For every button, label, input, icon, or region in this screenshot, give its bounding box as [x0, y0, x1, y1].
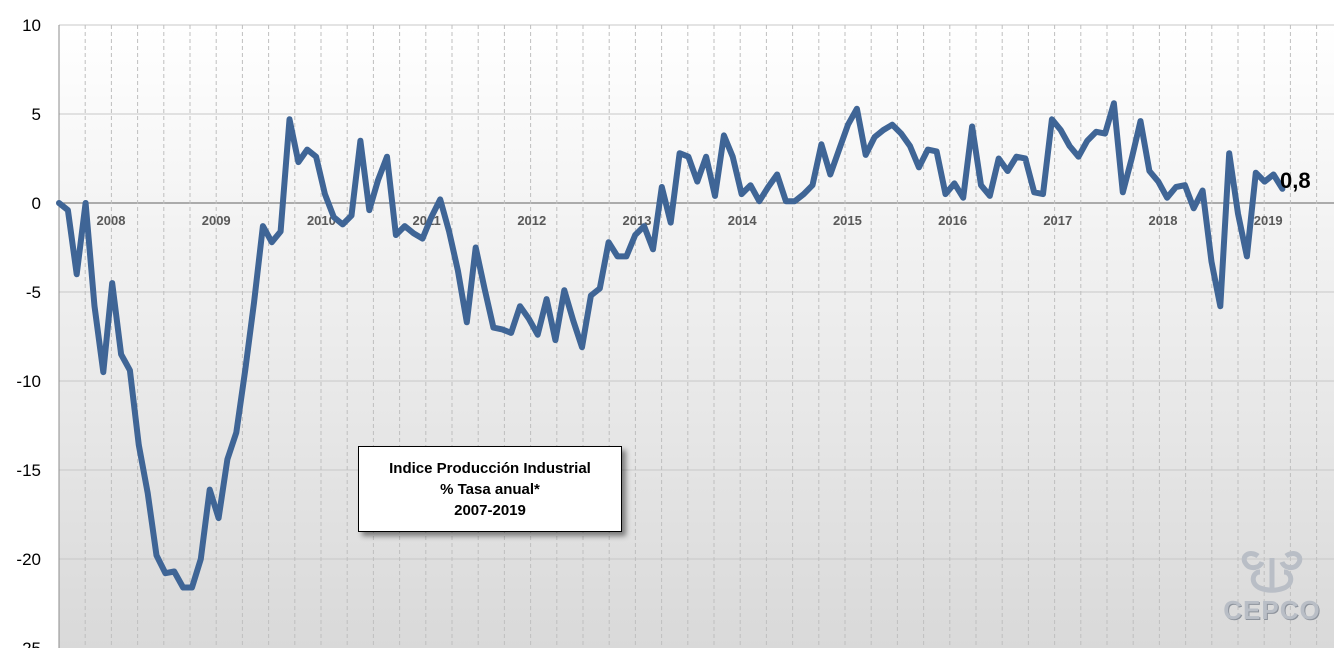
plot-area — [59, 25, 1334, 648]
y-tick-label: -10 — [16, 372, 41, 391]
x-tick-label: 2014 — [728, 213, 758, 228]
chart-title-line-1: Indice Producción Industrial — [389, 459, 591, 477]
x-tick-label: 2016 — [938, 213, 967, 228]
y-tick-label: -20 — [16, 550, 41, 569]
y-tick-label: -25 — [16, 639, 41, 648]
x-axis-ticks: 2008 2009 2010 2011 2012 2013 2014 2015 2016 2017… — [97, 213, 1283, 228]
x-tick-label: 2018 — [1149, 213, 1178, 228]
series-group — [56, 100, 1286, 591]
y-tick-label: -15 — [16, 461, 41, 480]
y-tick-label: -5 — [26, 283, 41, 302]
chart-title-line-3: 2007-2019 — [454, 501, 526, 519]
series-line — [56, 100, 1286, 591]
x-tick-label: 2012 — [517, 213, 546, 228]
y-tick-label: 10 — [22, 16, 41, 35]
chart-title-box: Indice Producción Industrial % Tasa anua… — [358, 446, 622, 532]
x-tick-label: 2010 — [307, 213, 336, 228]
x-tick-label: 2009 — [202, 213, 231, 228]
x-tick-label: 2017 — [1043, 213, 1072, 228]
y-tick-label: 5 — [32, 105, 41, 124]
chart-title-line-2: % Tasa anual* — [440, 480, 540, 498]
x-tick-label: 2019 — [1254, 213, 1283, 228]
x-tick-label: 2015 — [833, 213, 862, 228]
cepco-logo: CEPCO — [1210, 548, 1334, 628]
x-tick-label: 2008 — [97, 213, 126, 228]
horizontal-gridlines — [59, 24, 1334, 560]
logo-emblem-icon — [1241, 551, 1303, 593]
y-axis-ticks: 10 5 0 -5 -10 -15 -20 -25 — [16, 16, 41, 648]
y-tick-label: 0 — [32, 194, 41, 213]
logo-text: CEPCO — [1223, 595, 1321, 625]
last-value-label: 0,8 — [1280, 168, 1311, 193]
